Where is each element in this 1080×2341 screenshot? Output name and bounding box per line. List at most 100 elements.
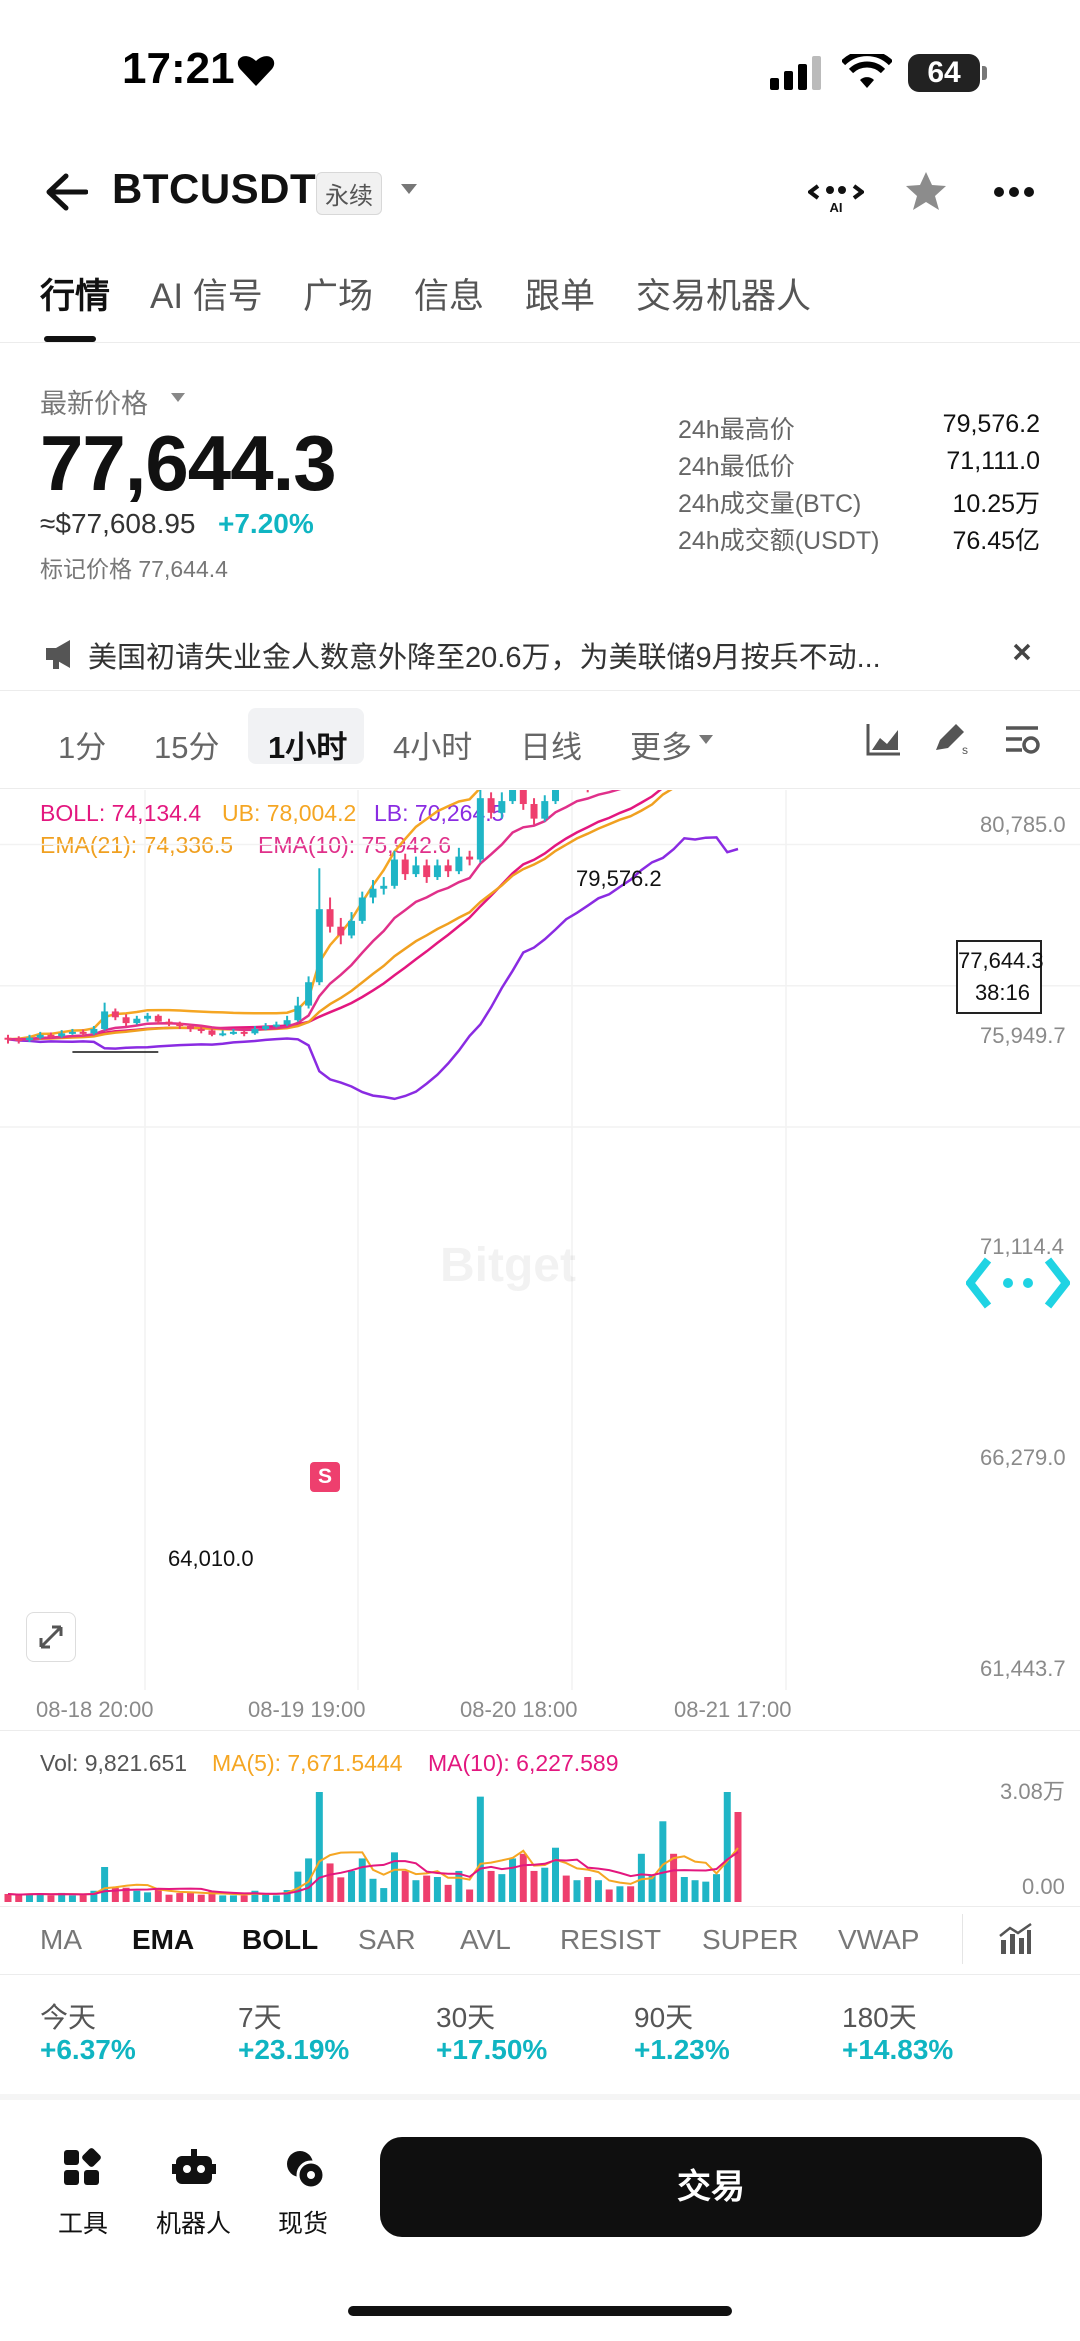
volume-bar — [197, 1894, 205, 1902]
candle-body — [509, 790, 517, 802]
tab-trading-bot[interactable]: 交易机器人 — [636, 277, 812, 316]
indicator-boll[interactable]: BOLL — [242, 1924, 319, 1955]
stat-24h-low: 24h最低价 71,111.0 — [678, 447, 1040, 481]
volume-bar — [498, 1874, 506, 1902]
volume-bar — [594, 1880, 602, 1902]
volume-bar — [133, 1890, 141, 1902]
candle-body — [251, 1028, 259, 1034]
volume-bar — [487, 1870, 495, 1902]
volume-value: Vol: 9,821.651 — [40, 1750, 188, 1776]
indicator-sar[interactable]: SAR — [358, 1924, 416, 1955]
perf-180d-label: 180天 — [842, 2002, 917, 2033]
robot-icon[interactable] — [172, 2148, 216, 2188]
last-price: 77,644.3 — [40, 419, 337, 507]
perf-7d-value: +23.19% — [238, 2034, 350, 2065]
tab-copy-trade[interactable]: 跟单 — [525, 277, 596, 316]
tools-label[interactable]: 工具 — [58, 2210, 109, 2238]
candle-body — [25, 1037, 33, 1041]
home-indicator — [348, 2306, 732, 2316]
signal-icon — [770, 56, 821, 90]
interval-more[interactable]: 更多 — [630, 730, 692, 765]
volume-bar — [476, 1796, 484, 1902]
spot-icon[interactable] — [284, 2148, 326, 2190]
candle-body — [79, 1031, 87, 1034]
volume-bar — [165, 1894, 173, 1902]
volume-bar — [4, 1893, 12, 1902]
y-tick-1: 75,949.7 — [980, 1023, 1066, 1048]
interval-active-bg — [248, 708, 364, 764]
indicator-chart-icon[interactable] — [998, 1922, 1032, 1956]
volume-bar — [144, 1892, 152, 1902]
candle-body — [423, 865, 431, 878]
candle-body — [498, 801, 506, 813]
volume-bar — [348, 1870, 356, 1902]
volume-bar — [530, 1870, 538, 1902]
interval-4h[interactable]: 4小时 — [393, 730, 473, 765]
volume-bar — [412, 1880, 420, 1902]
candle-body — [358, 897, 366, 921]
indicator-vwap[interactable]: VWAP — [838, 1924, 920, 1955]
volume-y-tick-0: 3.08万 — [1000, 1779, 1065, 1804]
tab-ai-signal[interactable]: AI 信号 — [150, 277, 263, 316]
volume-bar — [122, 1887, 130, 1902]
drawing-tools-icon[interactable]: s — [932, 720, 970, 756]
volume-bar — [229, 1895, 237, 1902]
candle-body — [530, 804, 538, 819]
candle-body — [390, 859, 398, 886]
fullscreen-button[interactable] — [26, 1612, 76, 1662]
perf-today-value: +6.37% — [40, 2034, 136, 2065]
interval-divider — [0, 788, 1080, 789]
volume-chart — [4, 1792, 742, 1902]
candlestick-chart[interactable] — [0, 790, 1080, 1720]
favorite-star-icon[interactable] — [904, 170, 948, 212]
y-tick-4: 61,443.7 — [980, 1656, 1066, 1681]
indicator-settings-icon[interactable] — [1004, 722, 1040, 756]
indicator-ema[interactable]: EMA — [132, 1924, 195, 1955]
tools-icon[interactable] — [62, 2148, 102, 2188]
ai-assist-float-icon[interactable] — [966, 1256, 1070, 1310]
interval-1m[interactable]: 1分 — [58, 730, 107, 765]
price-label-dropdown-icon[interactable] — [170, 392, 186, 404]
candle-body — [369, 888, 377, 898]
volume-bar — [337, 1877, 345, 1902]
volume-bar — [79, 1895, 87, 1902]
symbol-dropdown-icon[interactable] — [400, 182, 418, 196]
indicator-avl[interactable]: AVL — [460, 1924, 511, 1955]
candle-body — [154, 1015, 162, 1022]
interval-15m[interactable]: 15分 — [154, 730, 220, 765]
chart-type-icon[interactable] — [866, 722, 902, 756]
trade-button[interactable]: 交易 — [380, 2137, 1042, 2237]
candle-body — [15, 1039, 23, 1042]
volume-bar — [251, 1890, 259, 1902]
candle-body — [519, 790, 527, 805]
tabs-divider — [0, 342, 1080, 343]
more-options-icon[interactable] — [994, 186, 1034, 198]
indicator-super[interactable]: SUPER — [702, 1924, 799, 1955]
indicator-resist[interactable]: RESIST — [560, 1924, 662, 1955]
interval-more-dropdown-icon[interactable] — [698, 734, 714, 746]
symbol-title[interactable]: BTCUSDT — [112, 165, 317, 212]
volume-bar — [713, 1874, 721, 1902]
volume-bar — [36, 1893, 44, 1902]
spot-label[interactable]: 现货 — [278, 2210, 329, 2238]
candle-body — [455, 856, 463, 872]
robot-label[interactable]: 机器人 — [156, 2210, 232, 2238]
volume-divider — [0, 1906, 1080, 1907]
indicator-ma[interactable]: MA — [40, 1924, 82, 1955]
volume-bar — [262, 1893, 270, 1902]
perf-90d-value: +1.23% — [634, 2034, 730, 2065]
interval-daily[interactable]: 日线 — [520, 730, 582, 765]
news-ticker[interactable]: 美国初请失业金人数意外降至20.6万，为美联储9月按兵不动... — [88, 642, 881, 674]
ema10-line — [7, 790, 622, 1041]
ai-assistant-icon[interactable]: AI — [808, 170, 864, 214]
back-arrow-icon[interactable] — [44, 172, 88, 212]
tab-info[interactable]: 信息 — [414, 277, 485, 316]
last-price-label[interactable]: 最新价格 — [40, 389, 148, 419]
close-news-icon[interactable] — [1012, 642, 1032, 662]
svg-text:AI: AI — [830, 200, 843, 214]
volume-bar — [552, 1847, 559, 1902]
sell-signal-marker[interactable]: S — [310, 1462, 340, 1492]
interval-1h[interactable]: 1小时 — [268, 730, 348, 765]
tab-market[interactable]: 行情 — [40, 277, 111, 316]
tab-square[interactable]: 广场 — [303, 277, 374, 316]
